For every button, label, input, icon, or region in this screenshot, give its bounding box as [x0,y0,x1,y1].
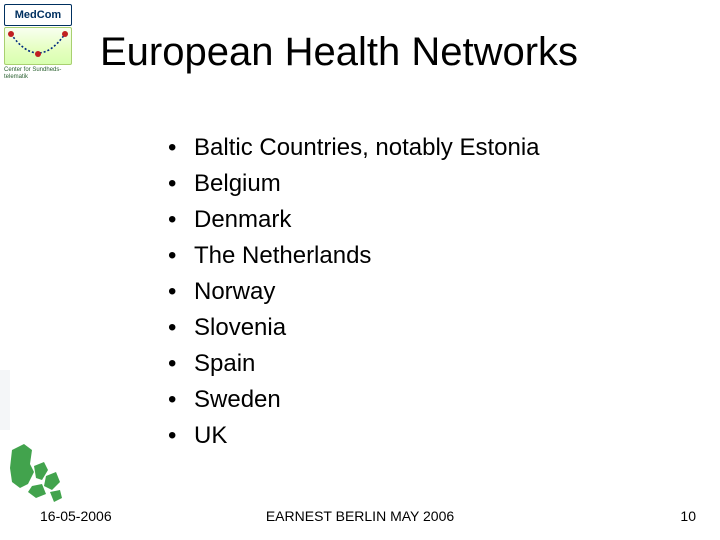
logo-graphic [4,27,72,65]
bullet-icon: • [168,202,194,238]
list-item-label: Norway [194,274,275,310]
bullet-icon: • [168,418,194,454]
bullet-icon: • [168,310,194,346]
list-item-label: Spain [194,346,255,382]
footer-center: EARNEST BERLIN MAY 2006 [0,508,720,524]
list-item-label: Sweden [194,382,281,418]
bullet-icon: • [168,274,194,310]
list-item-label: UK [194,418,227,454]
bullet-icon: • [168,166,194,202]
list-item: •Belgium [168,166,540,202]
list-item-label: Denmark [194,202,291,238]
bullet-icon: • [168,346,194,382]
logo-brand-box: MedCom [4,4,72,26]
logo-subtext: Center for Sundheds-telematik [4,67,70,81]
logo-brand-text: MedCom [15,9,61,21]
list-item: •Sweden [168,382,540,418]
logo-curve-icon [5,28,71,64]
bullet-icon: • [168,382,194,418]
list-item-label: Baltic Countries, notably Estonia [194,130,540,166]
list-item-label: Slovenia [194,310,286,346]
list-item-label: The Netherlands [194,238,371,274]
bullet-icon: • [168,130,194,166]
list-item: •Baltic Countries, notably Estonia [168,130,540,166]
denmark-map-icon [2,436,68,508]
logo-block: MedCom Center for Sundheds-telematik [4,4,72,81]
list-item: •Denmark [168,202,540,238]
bullet-list: •Baltic Countries, notably Estonia•Belgi… [168,130,540,454]
list-item-label: Belgium [194,166,281,202]
slide-title: European Health Networks [100,30,700,75]
bullet-icon: • [168,238,194,274]
list-item: •The Netherlands [168,238,540,274]
slide: MedCom Center for Sundheds-telematik Eur… [0,0,720,540]
list-item: •Spain [168,346,540,382]
footer-page-number: 10 [680,508,696,524]
list-item: •Slovenia [168,310,540,346]
list-item: •Norway [168,274,540,310]
list-item: •UK [168,418,540,454]
decorative-sliver [0,370,10,430]
